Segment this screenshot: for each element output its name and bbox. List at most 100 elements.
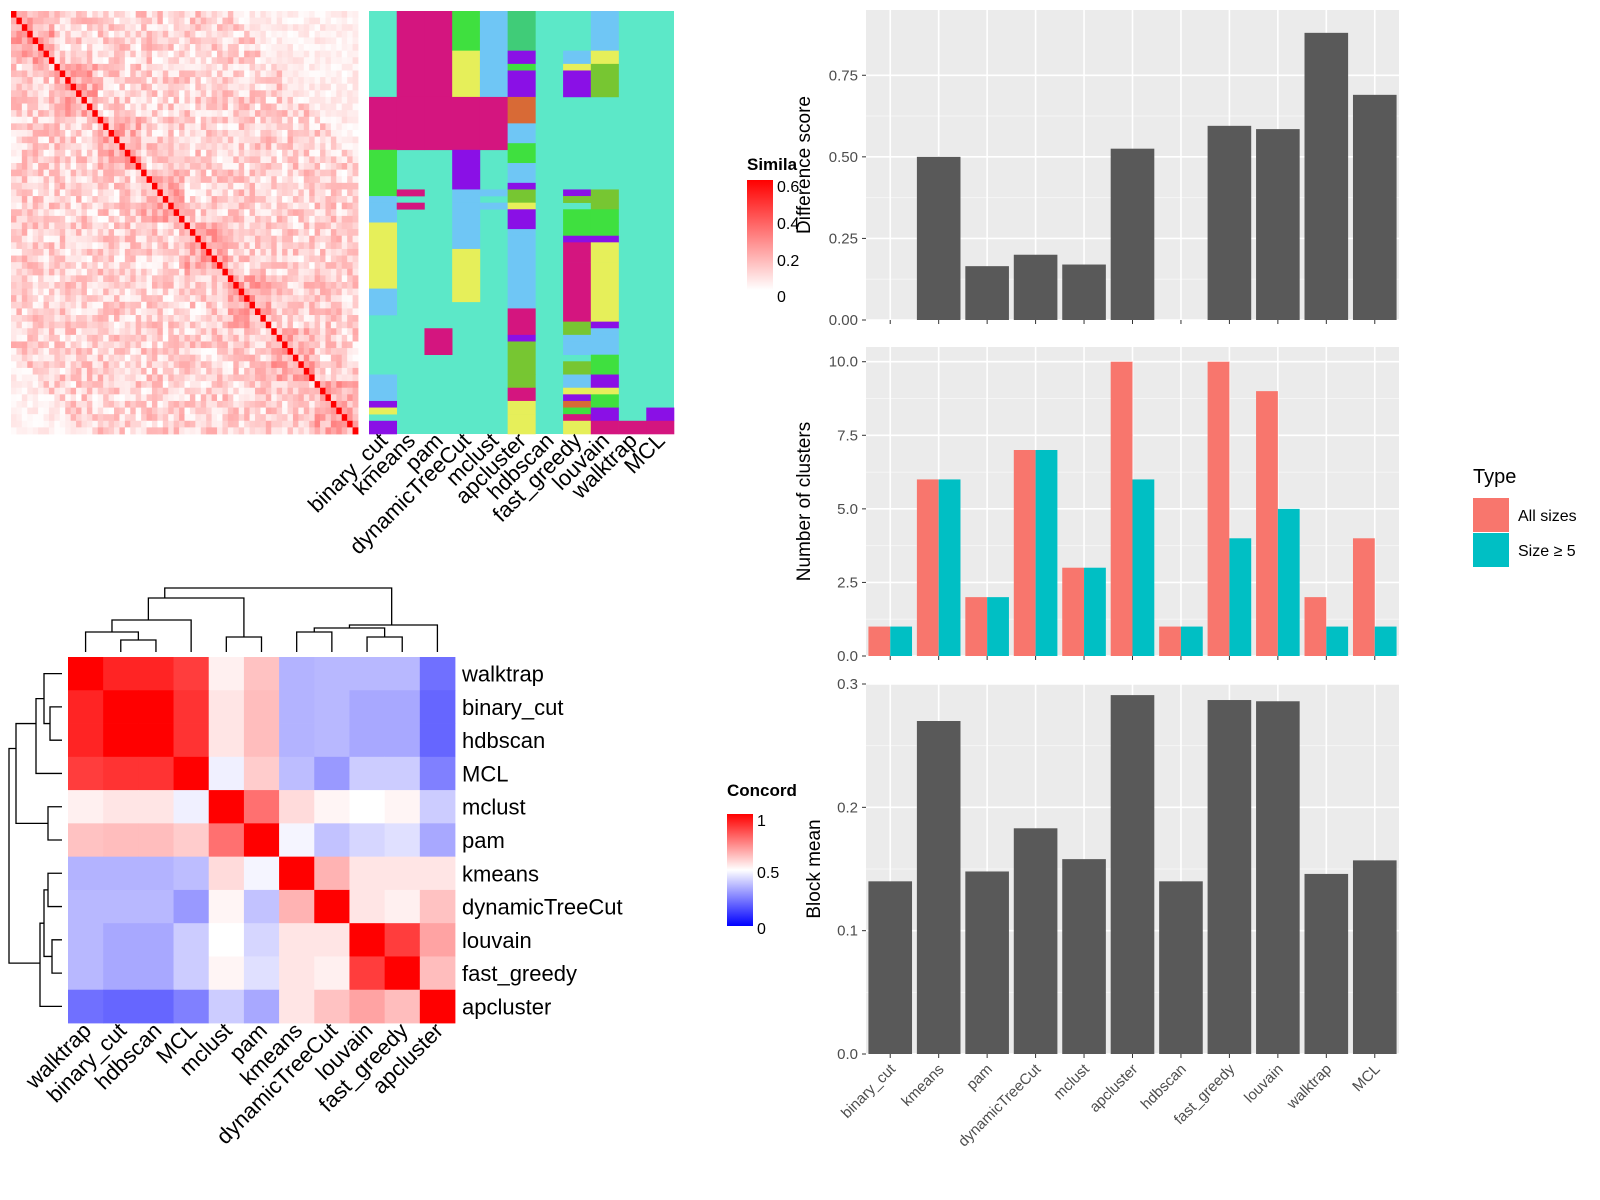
similarity-cell [119,11,126,19]
cluster-cell [396,96,425,151]
similarity-cell [97,341,104,349]
similarity-cell [86,301,93,309]
similarity-cell [309,341,316,349]
similarity-cell [43,96,50,104]
similarity-cell [168,361,175,369]
similarity-cell [119,37,126,45]
similarity-cell [124,288,131,296]
similarity-cell [303,255,310,263]
similarity-cell [206,63,213,71]
similarity-cell [320,11,326,19]
similarity-cell [38,57,44,65]
similarity-cell [298,222,305,230]
similarity-cell [320,427,326,435]
similarity-cell [92,11,99,19]
similarity-cell [189,374,196,382]
similarity-cell [276,275,283,283]
similarity-cell [54,374,61,382]
similarity-cell [103,110,109,118]
similarity-cell [135,242,142,250]
similarity-cell [43,215,50,223]
similarity-cell [135,156,142,164]
similarity-cell [168,407,175,415]
concordance-cell [103,856,139,891]
similarity-cell [76,30,82,38]
similarity-cell [336,110,343,118]
similarity-cell [157,24,164,32]
similarity-cell [168,427,175,435]
similarity-cell [103,182,109,190]
similarity-cell [341,288,348,296]
similarity-cell [124,169,131,177]
similarity-cell [309,215,316,223]
similarity-cell [184,44,191,52]
similarity-cell [330,301,337,309]
similarity-cell [260,163,267,171]
similarity-cell [92,367,99,375]
similarity-cell [330,77,337,85]
similarity-cell [309,301,316,309]
similarity-cell [76,63,82,71]
similarity-cell [325,202,332,210]
similarity-cell [43,308,50,316]
similarity-cell [16,63,23,71]
similarity-cell [65,215,72,223]
similarity-cell [347,308,353,316]
similarity-cell [265,143,272,151]
similarity-cell [151,308,158,316]
similarity-cell [162,334,169,342]
cluster-cell [563,361,592,375]
similarity-cell [217,129,223,137]
similarity-cell [59,427,66,435]
similarity-cell [179,215,185,223]
similarity-cell [271,156,278,164]
similarity-cell [217,169,223,177]
similarity-cell [265,156,272,164]
similarity-cell [108,301,115,309]
similarity-cell [59,202,66,210]
similarity-cell [233,189,240,197]
similarity-cell [130,156,137,164]
similarity-cell [347,189,353,197]
similarity-cell [217,189,223,197]
similarity-cell [249,209,256,217]
y-tick-label: 5.0 [837,501,858,518]
similarity-cell [27,374,34,382]
similarity-cell [38,176,44,184]
similarity-cell [314,129,321,137]
similarity-cell [254,143,261,151]
similarity-cell [54,222,61,230]
similarity-cell [70,63,77,71]
similarity-cell [43,57,50,65]
concordance-cell [349,856,386,891]
similarity-cell [157,57,164,65]
similarity-cell [347,262,353,270]
similarity-cell [303,24,310,32]
similarity-cell [54,394,61,402]
similarity-cell [54,321,61,329]
similarity-cell [141,381,147,389]
similarity-cell [108,348,115,356]
similarity-cell [309,420,316,428]
similarity-cell [271,136,278,144]
similarity-cell [21,50,28,58]
cluster-cell [507,235,536,309]
similarity-cell [59,235,66,243]
similarity-cell [146,288,153,296]
dendrogram-branch [15,722,48,825]
similarity-cell [16,116,23,124]
similarity-cell [244,50,250,58]
cluster-cell [369,202,398,223]
similarity-cell [21,235,28,243]
similarity-cell [130,414,137,422]
similarity-cell [265,129,272,137]
similarity-cell [249,387,256,395]
similarity-cell [92,123,99,131]
concordance-cell [279,723,315,758]
bar-size5 [1229,538,1252,656]
similarity-cell [254,123,261,131]
similarity-cell [135,268,142,276]
similarity-cell [298,295,305,303]
similarity-cell [314,334,321,342]
similarity-cell [222,129,229,137]
